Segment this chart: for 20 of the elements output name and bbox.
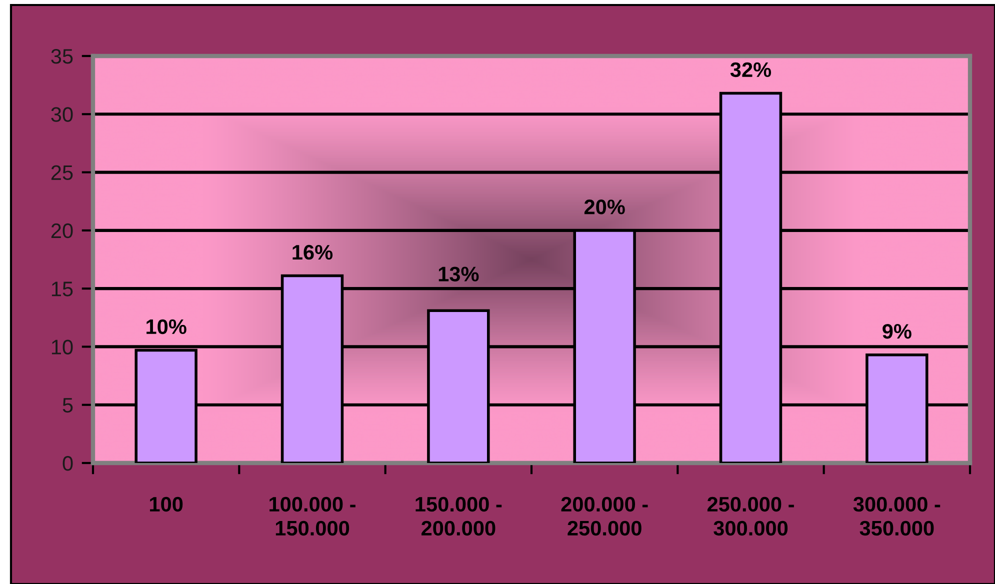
x-tick-label: 200.000 - 250.000: [561, 496, 648, 536]
data-label: 32%: [730, 62, 772, 78]
y-tick-label: 30: [51, 107, 73, 122]
x-tick-label: 100.000 - 150.000: [270, 496, 356, 536]
x-tick-label: 300.000 - 350.000: [853, 496, 940, 536]
x-tick-label: 150.000 - 200.000: [416, 496, 502, 536]
y-tick-label: 5: [62, 398, 73, 413]
y-tick-label: 15: [52, 282, 73, 296]
y-tick-label: 35: [51, 49, 73, 64]
data-label: 10%: [146, 319, 186, 334]
y-tick-label: 0: [62, 456, 73, 471]
y-tick-label: 25: [51, 165, 73, 180]
data-label: 16%: [292, 244, 333, 260]
y-tick-label: 10: [52, 340, 73, 354]
data-label: 20%: [584, 200, 625, 214]
y-tick-label: 20: [51, 223, 73, 238]
data-label: 9%: [882, 324, 912, 339]
x-tick-label: 100: [150, 496, 183, 512]
data-label: 13%: [438, 266, 479, 282]
x-tick-label: 250.000 - 300.000: [707, 496, 794, 536]
